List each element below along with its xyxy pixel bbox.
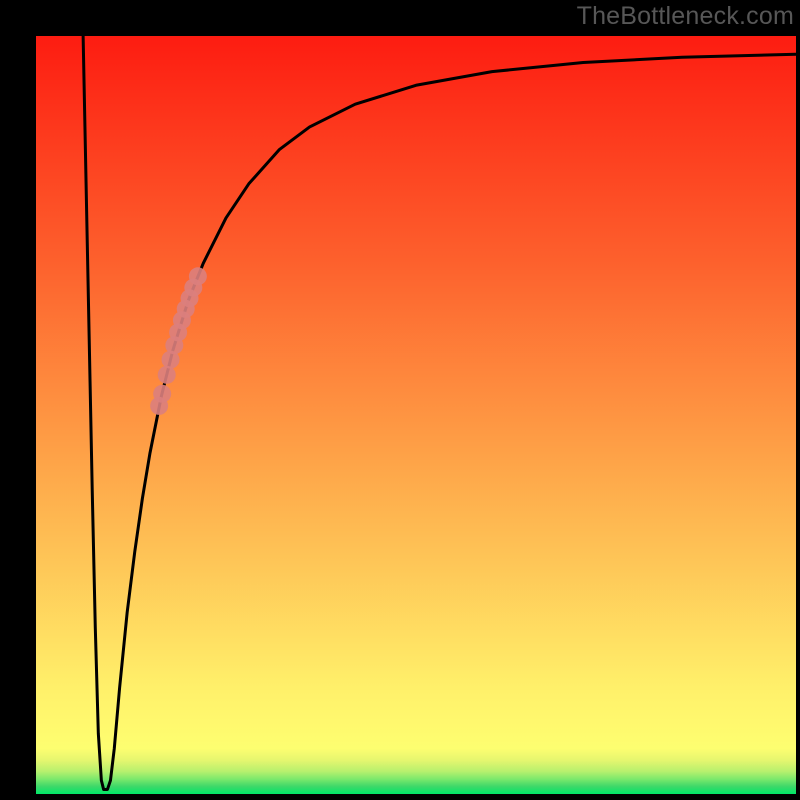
chart-svg <box>36 36 796 794</box>
curve-marker <box>189 267 207 285</box>
curve-path <box>83 36 796 789</box>
curve-marker <box>158 366 176 384</box>
markers-group <box>150 267 207 415</box>
watermark-text: TheBottleneck.com <box>577 2 794 31</box>
curve-marker <box>153 385 171 403</box>
plot-frame <box>32 32 800 798</box>
